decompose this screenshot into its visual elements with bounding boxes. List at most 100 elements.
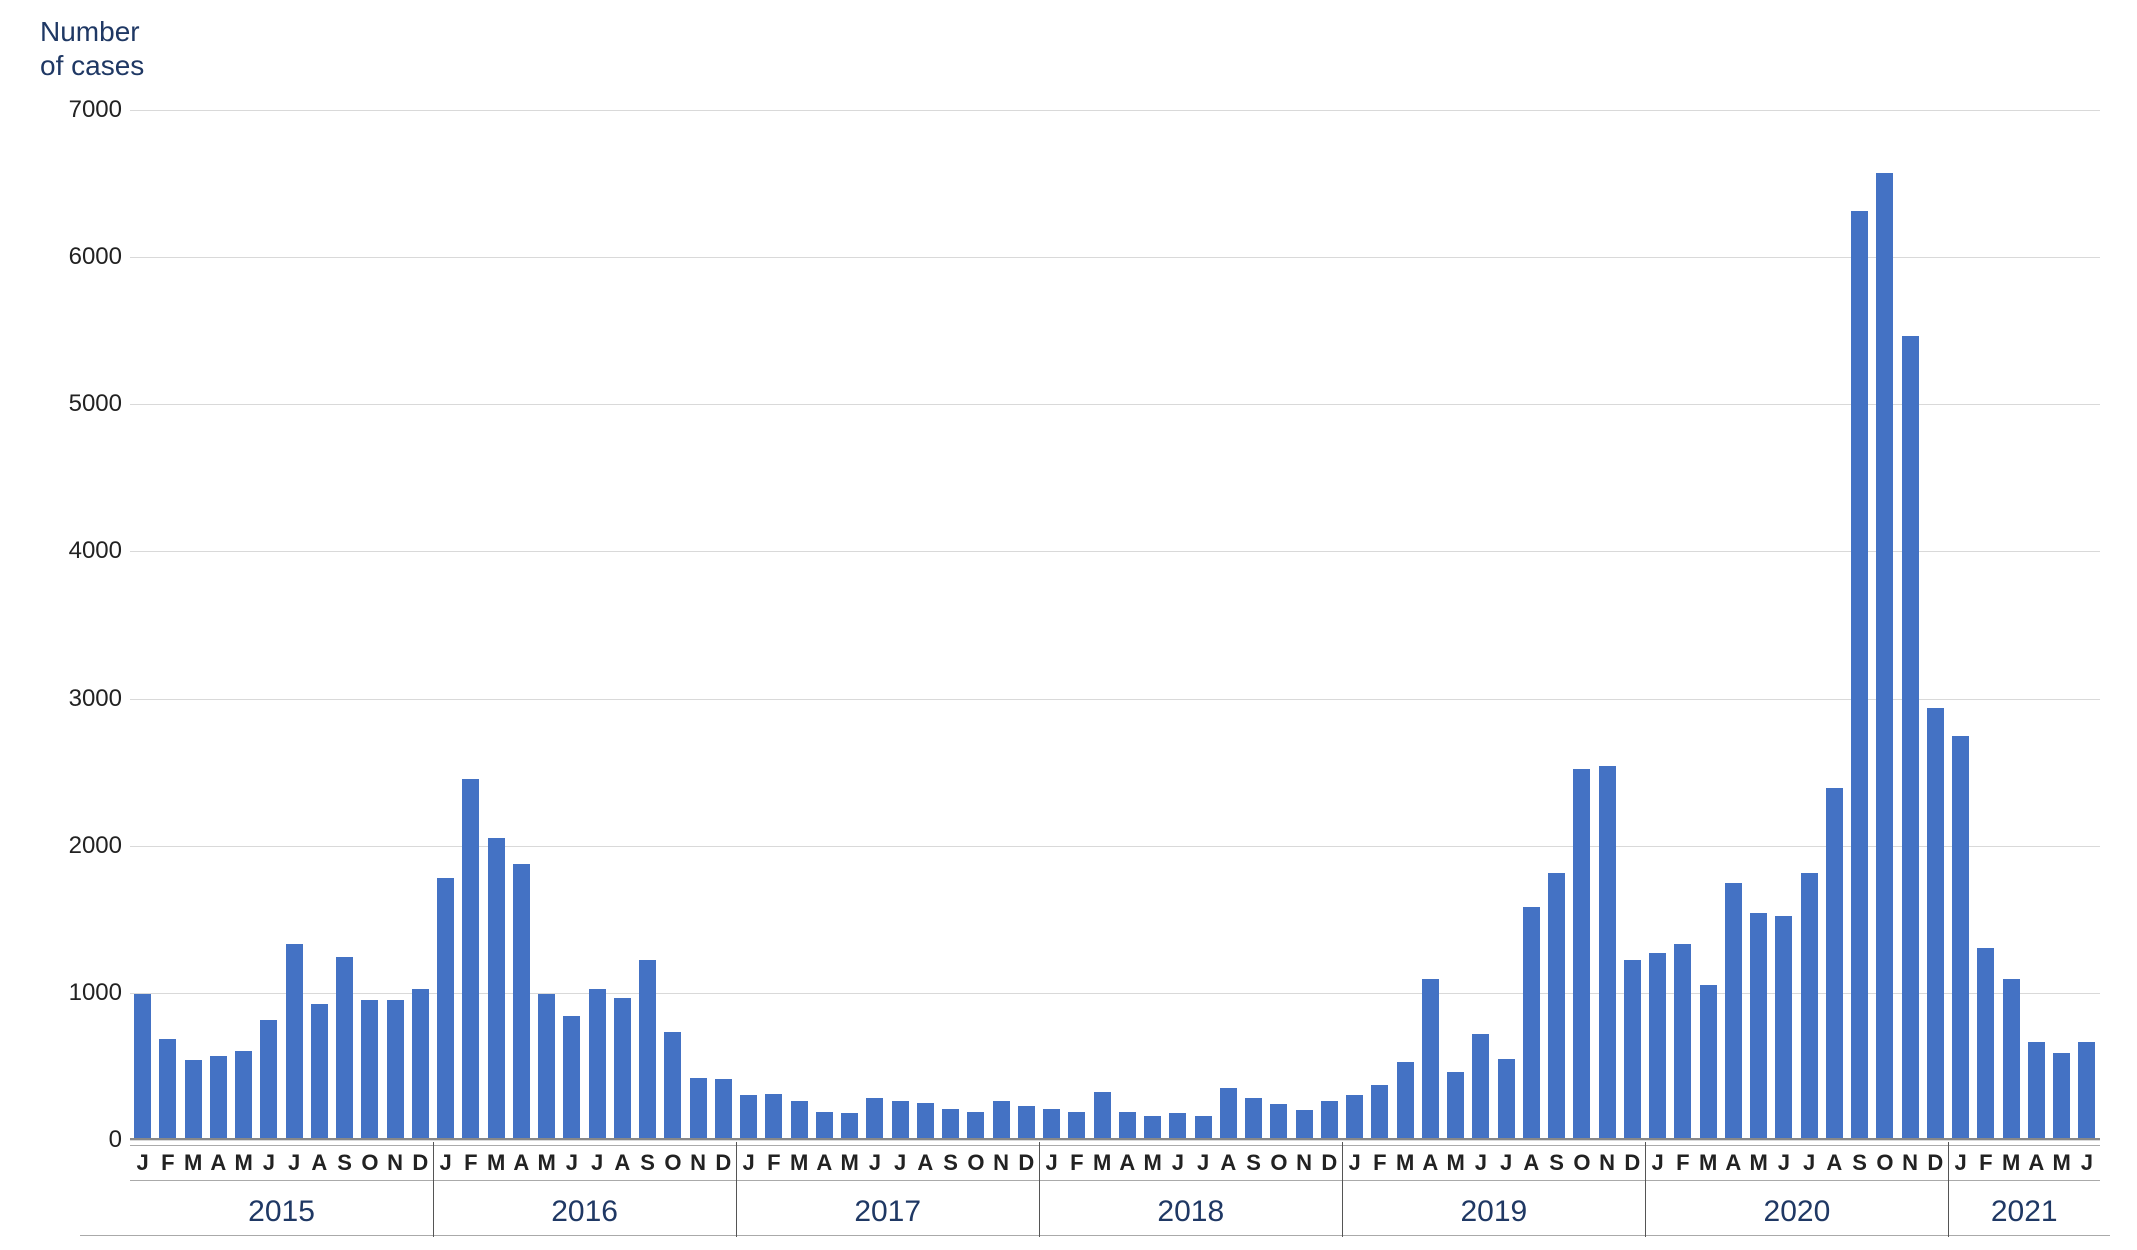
bar: [816, 1112, 833, 1138]
y-tick-label: 4000: [42, 537, 122, 565]
month-label: O: [660, 1150, 685, 1176]
bar-slot: [1367, 110, 1392, 1138]
month-label: A: [1216, 1150, 1241, 1176]
month-label: F: [1973, 1150, 1998, 1176]
month-label: J: [862, 1150, 887, 1176]
bar: [1977, 948, 1994, 1138]
bar-slot: [736, 110, 761, 1138]
month-label: M: [837, 1150, 862, 1176]
month-label: J: [433, 1150, 458, 1176]
month-label: F: [155, 1150, 180, 1176]
y-tick-label: 7000: [42, 96, 122, 124]
bar-slot: [610, 110, 635, 1138]
bar-slot: [307, 110, 332, 1138]
bar: [1775, 916, 1792, 1138]
month-label: A: [509, 1150, 534, 1176]
month-label: A: [812, 1150, 837, 1176]
bar: [235, 1051, 252, 1138]
year-separator: [1948, 1142, 1949, 1237]
bar: [1119, 1112, 1136, 1138]
bar: [1902, 336, 1919, 1138]
month-label: N: [1595, 1150, 1620, 1176]
bar: [2028, 1042, 2045, 1138]
bar: [462, 779, 479, 1138]
bar: [841, 1113, 858, 1138]
bar: [1169, 1113, 1186, 1138]
month-label: O: [963, 1150, 988, 1176]
bar-slot: [559, 110, 584, 1138]
bar-slot: [2074, 110, 2099, 1138]
bar-slot: [1443, 110, 1468, 1138]
bar: [361, 1000, 378, 1138]
bar-slot: [458, 110, 483, 1138]
month-label: S: [1241, 1150, 1266, 1176]
bar-slot: [1721, 110, 1746, 1138]
month-label: J: [1468, 1150, 1493, 1176]
month-label: M: [1443, 1150, 1468, 1176]
year-label: 2016: [551, 1195, 618, 1229]
month-label: S: [1847, 1150, 1872, 1176]
bar-slot: [761, 110, 786, 1138]
bar-slot: [1014, 110, 1039, 1138]
bar-slot: [1342, 110, 1367, 1138]
bar-slot: [711, 110, 736, 1138]
bar-slot: [837, 110, 862, 1138]
bar: [589, 989, 606, 1138]
month-label: F: [458, 1150, 483, 1176]
month-label: J: [130, 1150, 155, 1176]
month-label: J: [1165, 1150, 1190, 1176]
bar-slot: [862, 110, 887, 1138]
bar-slot: [1494, 110, 1519, 1138]
bar-slot: [231, 110, 256, 1138]
bar-slot: [686, 110, 711, 1138]
month-label: M: [1999, 1150, 2024, 1176]
bar-slot: [1317, 110, 1342, 1138]
bar-slot: [1872, 110, 1897, 1138]
bar-slot: [913, 110, 938, 1138]
year-separator: [1039, 1142, 1040, 1237]
y-title-line2: of cases: [40, 49, 144, 83]
bar-slot: [1645, 110, 1670, 1138]
bar: [690, 1078, 707, 1138]
month-label: M: [1696, 1150, 1721, 1176]
bar: [1195, 1116, 1212, 1138]
bar: [488, 838, 505, 1138]
bar-slot: [1670, 110, 1695, 1138]
bar: [715, 1079, 732, 1138]
bar: [1068, 1112, 1085, 1138]
month-label: S: [635, 1150, 660, 1176]
bar: [967, 1112, 984, 1138]
month-label: J: [1191, 1150, 1216, 1176]
bar-slot: [509, 110, 534, 1138]
bar: [1523, 907, 1540, 1138]
bar-slot: [1216, 110, 1241, 1138]
month-axis-line-top: [130, 1145, 2100, 1146]
bar: [1725, 883, 1742, 1138]
month-label: S: [938, 1150, 963, 1176]
month-label: J: [2074, 1150, 2099, 1176]
bar: [387, 1000, 404, 1138]
bar-slot: [2024, 110, 2049, 1138]
bar: [1144, 1116, 1161, 1138]
month-label: M: [1140, 1150, 1165, 1176]
gridline: [130, 1140, 2100, 1141]
month-label: M: [1746, 1150, 1771, 1176]
bar: [639, 960, 656, 1138]
year-label: 2017: [854, 1195, 921, 1229]
bar: [1321, 1101, 1338, 1138]
bar-slot: [1696, 110, 1721, 1138]
bar: [1876, 173, 1893, 1138]
year-label: 2018: [1157, 1195, 1224, 1229]
year-labels: 2015201620172018201920202021: [130, 1195, 2100, 1235]
month-label: F: [1367, 1150, 1392, 1176]
month-label: A: [1721, 1150, 1746, 1176]
month-label: J: [1039, 1150, 1064, 1176]
y-tick-label: 2000: [42, 832, 122, 860]
month-label: J: [585, 1150, 610, 1176]
bar: [1346, 1095, 1363, 1138]
month-labels: JFMAMJJASONDJFMAMJJASONDJFMAMJJASONDJFMA…: [130, 1150, 2100, 1176]
bar: [1498, 1059, 1515, 1138]
bar: [437, 878, 454, 1138]
bar-slot: [433, 110, 458, 1138]
bar-slot: [787, 110, 812, 1138]
